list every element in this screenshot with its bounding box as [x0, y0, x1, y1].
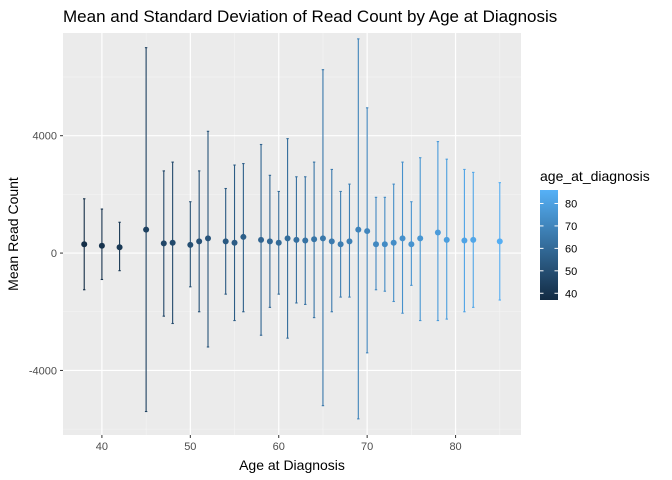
y-axis-title: Mean Read Count	[5, 177, 21, 291]
data-point	[240, 233, 247, 240]
data-point	[302, 237, 309, 244]
y-axis: -4000 0 4000	[29, 131, 63, 377]
data-point	[266, 238, 273, 245]
data-point	[293, 236, 300, 243]
data-point	[196, 238, 203, 245]
data-point	[399, 235, 406, 242]
legend-tick-label: 70	[565, 221, 577, 233]
data-point	[284, 235, 291, 242]
x-tick-label: 80	[449, 441, 461, 453]
color-legend: age_at_diagnosis 40 50 60 70 80	[540, 168, 650, 300]
data-point	[461, 237, 468, 244]
data-point	[328, 238, 335, 245]
plot-panel	[63, 33, 521, 435]
legend-title: age_at_diagnosis	[540, 168, 650, 184]
x-axis-title: Age at Diagnosis	[239, 457, 345, 473]
data-point	[319, 235, 326, 242]
x-axis: 40 50 60 70 80	[96, 435, 462, 453]
data-point	[390, 239, 397, 246]
data-point	[169, 239, 176, 246]
data-point	[364, 228, 371, 235]
data-point	[346, 238, 353, 245]
data-point	[372, 241, 379, 248]
data-point	[434, 229, 441, 236]
data-points	[81, 226, 503, 251]
data-point	[443, 236, 450, 243]
data-point	[187, 241, 194, 248]
legend-tick-label: 80	[565, 198, 577, 210]
x-tick-label: 50	[184, 441, 196, 453]
legend-ticks: 40 50 60 70 80	[540, 198, 577, 300]
data-point	[231, 239, 238, 246]
data-point	[275, 239, 282, 246]
x-tick-label: 70	[361, 441, 373, 453]
data-point	[337, 241, 344, 248]
data-point	[258, 236, 265, 243]
legend-tick-label: 50	[565, 266, 577, 278]
y-tick-label: -4000	[29, 365, 57, 377]
legend-tick-label: 40	[565, 288, 577, 300]
y-tick-label: 0	[51, 248, 57, 260]
data-point	[311, 236, 318, 243]
data-point	[355, 226, 362, 233]
data-point	[81, 241, 88, 248]
data-point	[143, 226, 150, 233]
data-point	[98, 242, 105, 249]
data-point	[408, 241, 415, 248]
y-tick-label: 4000	[33, 131, 57, 143]
data-point	[417, 235, 424, 242]
x-tick-label: 60	[273, 441, 285, 453]
data-point	[381, 241, 388, 248]
legend-tick-label: 60	[565, 243, 577, 255]
data-point	[496, 238, 503, 245]
chart-title: Mean and Standard Deviation of Read Coun…	[63, 7, 557, 26]
data-point	[160, 240, 167, 247]
legend-colorbar	[540, 190, 558, 300]
x-tick-label: 40	[96, 441, 108, 453]
data-point	[205, 235, 212, 242]
data-point	[470, 236, 477, 243]
data-point	[116, 244, 123, 251]
data-point	[222, 238, 229, 245]
